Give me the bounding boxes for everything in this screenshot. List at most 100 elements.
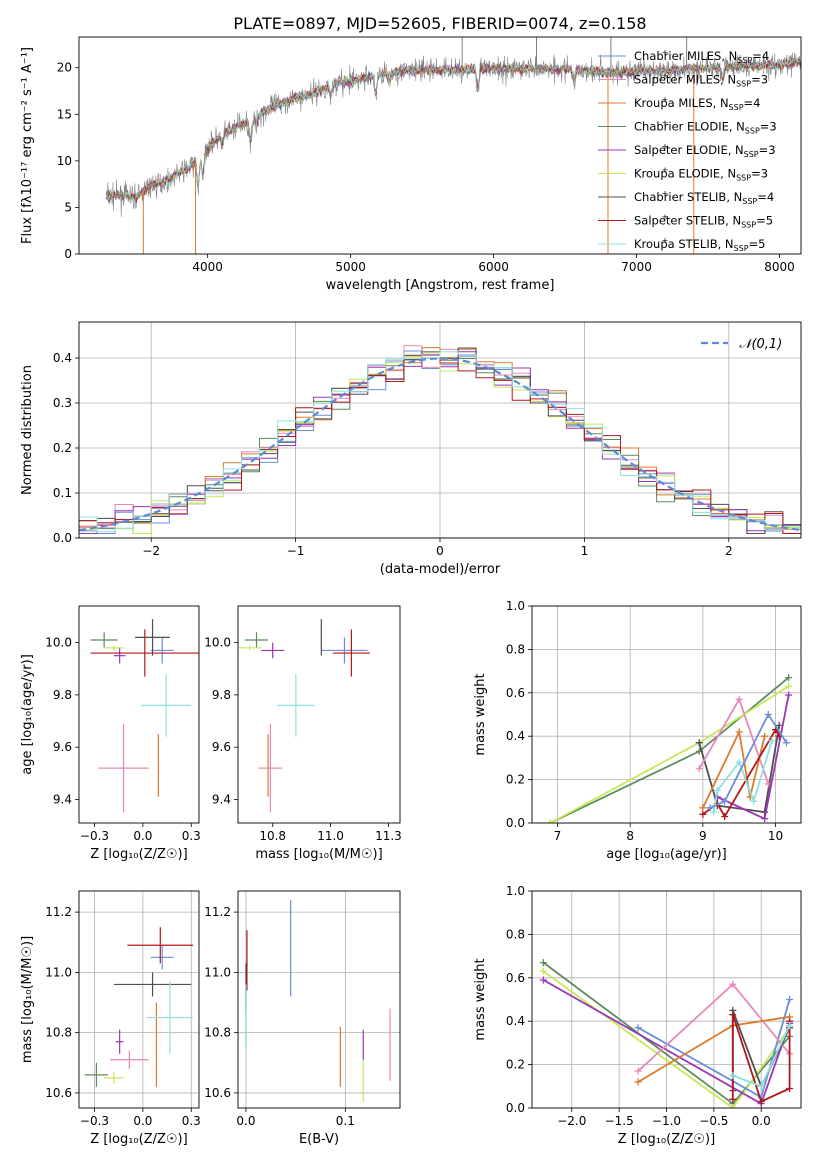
x-tick-label: −0.3 [80, 829, 109, 843]
weight-point-marker [785, 674, 793, 682]
y-tick-label: 9.6 [212, 740, 231, 754]
weight-point-marker [786, 996, 794, 1003]
y-axis-label: mass weight [473, 958, 488, 1040]
x-tick-label: 10 [768, 829, 783, 843]
legend-label-tail: =5 [756, 214, 773, 228]
weight-lines [539, 959, 794, 1108]
legend-label-base: Kroupa ELODIE, N [634, 167, 736, 181]
y-tick-label: 20 [57, 61, 72, 75]
errorbar-points [245, 900, 391, 1102]
legend-marker: + [662, 48, 669, 57]
y-axis-label: Flux [fλ10⁻¹⁷ erg cm⁻² s⁻¹ A⁻¹] [20, 47, 35, 244]
legend-marker: + [662, 142, 669, 151]
legend-label-sub: SSP [734, 244, 749, 253]
y-tick-label: 9.8 [212, 688, 231, 702]
weight-point-marker [699, 810, 707, 818]
weight-point-marker [634, 1067, 642, 1075]
legend-label-base: Kroupa MILES, N [634, 96, 729, 110]
x-tick-label: 11.3 [375, 829, 402, 843]
spectrum-lines [105, 37, 801, 254]
weight-series-line [698, 725, 781, 814]
reference-legend-label: 𝒩(0,1) [739, 337, 782, 352]
legend-label-base: Chabrier MILES, N [634, 49, 737, 63]
y-tick-label: 0 [64, 247, 72, 261]
y-tick-label: 0.6 [506, 971, 525, 985]
y-tick-label: 11.0 [45, 965, 72, 979]
legend-marker: + [662, 189, 669, 198]
weight-point-marker [750, 797, 758, 805]
x-axis-label: wavelength [Angstrom, rest frame] [326, 278, 555, 293]
x-tick-label: −0.5 [699, 1114, 728, 1128]
x-tick-label: −1.0 [652, 1114, 681, 1128]
mass-vs-Z-chart: −0.3 0.0 0.3 10.6 10.8 11.0 11.2 Z [log₁₀(Z/Z☉)… [20, 890, 201, 1147]
legend-label: Salpeter MILES, NSSP=3 [634, 73, 768, 89]
weight-point-marker [539, 976, 547, 984]
axes-frame [531, 605, 802, 824]
y-tick-label: 9.6 [53, 740, 72, 754]
legend-label-tail: =4 [757, 190, 774, 204]
x-tick-label: 9 [699, 829, 707, 843]
mass-weight-vs-Z-chart: −2.0 −1.5 −1.0 −0.5 0.0 0.0 0.2 0.4 0.6 0.8 1.0 Z [… [473, 884, 802, 1147]
model-fit-line [105, 58, 801, 204]
errorbar-points [90, 619, 199, 813]
y-tick-label: 10.0 [204, 636, 231, 650]
x-tick-label: 1 [581, 544, 589, 558]
legend-label-base: Salpeter STELIB, N [634, 214, 741, 228]
y-tick-label: 11.2 [45, 905, 72, 919]
weight-point-marker [764, 711, 772, 718]
legend-marker: + [662, 119, 669, 128]
x-tick-label: 5000 [335, 260, 366, 274]
x-tick-label: 6000 [478, 260, 509, 274]
y-tick-label: 0.4 [506, 1014, 525, 1028]
weight-series-line [702, 728, 766, 809]
legend-label-tail: =3 [760, 120, 777, 134]
y-tick-label: 10.6 [204, 1086, 231, 1100]
weight-point-marker [713, 786, 721, 794]
weight-point-marker [735, 758, 743, 766]
residual-histogram-chart: −2 −1 0 1 2 0.0 0.1 0.2 0.3 0.4 (data-model)/error… [20, 321, 802, 577]
y-tick-label: 11.0 [204, 965, 231, 979]
weight-point-marker [757, 1082, 765, 1090]
weight-point-marker [634, 1078, 642, 1086]
y-tick-label: 0.3 [53, 396, 72, 410]
x-tick-label: 11.0 [317, 829, 344, 843]
y-axis-label: mass weight [473, 673, 488, 755]
legend-label-base: Chabrier STELIB, N [634, 190, 742, 204]
legend-marker: + [662, 213, 669, 222]
y-axis-label: Normed distribution [20, 365, 35, 495]
legend-marker: + [662, 72, 669, 81]
y-tick-label: 1.0 [506, 884, 525, 898]
mass-vs-EBV-chart: 0.0 0.1 10.6 10.8 11.0 11.2 E(B-V) [204, 890, 401, 1147]
spectrum-legend: +Chabrier MILES, NSSP=4+Salpeter MILES, … [598, 48, 777, 253]
legend-label-sub: SSP [742, 197, 757, 206]
weight-point-marker [729, 980, 737, 988]
y-tick-label: 10.6 [45, 1086, 72, 1100]
weight-point-marker [786, 1022, 794, 1030]
weight-point-marker [761, 815, 769, 823]
age-vs-Z-chart: −0.3 0.0 0.3 9.4 9.6 9.8 10.0 Z [log₁₀(Z/Z☉)] ag… [20, 605, 201, 862]
figure-title: PLATE=0897, MJD=52605, FIBERID=0074, z=0… [233, 14, 646, 33]
legend-label: Salpeter STELIB, NSSP=5 [634, 214, 773, 230]
legend-label-sub: SSP [736, 80, 751, 89]
weight-point-marker [539, 967, 547, 975]
legend-label-tail: =4 [744, 96, 761, 110]
y-tick-label: 5 [64, 200, 72, 214]
y-axis-label: age [log₁₀(age/yr)] [20, 654, 35, 775]
weight-point-marker [699, 804, 707, 812]
x-tick-label: 0.3 [182, 829, 201, 843]
legend-label-tail: =3 [751, 167, 768, 181]
legend-marker: + [662, 166, 669, 175]
weight-point-marker [634, 1024, 642, 1032]
weight-point-marker [721, 812, 729, 820]
x-tick-label: 8000 [764, 260, 795, 274]
x-axis-label: E(B-V) [299, 1132, 339, 1147]
y-tick-label: 11.2 [204, 905, 231, 919]
weight-point-marker [729, 1011, 737, 1019]
x-axis-label: age [log₁₀(age/yr)] [606, 847, 727, 862]
weight-lines [546, 674, 793, 823]
x-tick-label: 10.8 [259, 829, 286, 843]
legend-label: Chabrier MILES, NSSP=4 [634, 49, 769, 65]
weight-point-marker [729, 1071, 737, 1079]
legend-label-sub: SSP [737, 56, 752, 65]
